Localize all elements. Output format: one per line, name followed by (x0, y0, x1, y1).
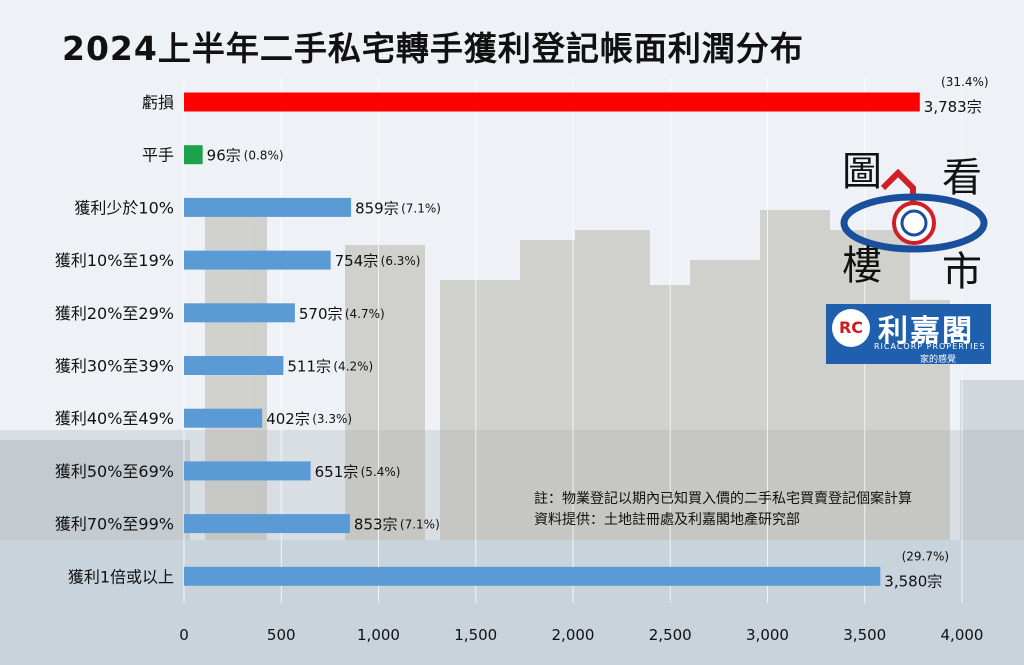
logo-char-2: 看 (942, 155, 982, 201)
ricacorp-english-name: RICACORP PROPERTIES (874, 342, 986, 351)
percent-label: (7.1%) (400, 518, 440, 532)
value-label: 96宗 (207, 147, 241, 165)
category-label: 獲利30%至39% (55, 357, 174, 376)
category-label: 獲利少於10% (74, 198, 174, 217)
percent-label: (31.4%) (941, 75, 988, 89)
percent-label: (7.1%) (401, 201, 441, 215)
percent-label: (4.2%) (333, 360, 373, 374)
x-tick-label: 4,000 (941, 626, 984, 644)
x-tick-label: 2,000 (552, 626, 595, 644)
bar (184, 145, 203, 165)
data-source: 資料提供：土地註冊處及利嘉閣地產研究部 (534, 512, 800, 528)
x-tick-label: 2,500 (649, 626, 692, 644)
logo-char-1: 圖 (842, 149, 882, 195)
value-label: 3,580宗 (884, 572, 942, 590)
category-label: 獲利40%至49% (55, 409, 174, 428)
ricacorp-chinese-name: 利嘉閣 (878, 314, 974, 349)
value-label: 754宗 (335, 252, 379, 270)
bar (184, 250, 331, 270)
bar (184, 566, 881, 586)
logo-char-4: 市 (942, 249, 982, 295)
percent-label: (4.7%) (345, 307, 385, 321)
value-label: 3,783宗 (924, 98, 982, 116)
ricacorp-logo: RC 利嘉閣 RICACORP PROPERTIES 家的感覺 (826, 304, 991, 365)
value-label: 859宗 (355, 199, 399, 217)
bar (184, 92, 920, 112)
value-label: 511宗 (287, 358, 331, 376)
x-tick-label: 3,000 (746, 626, 789, 644)
ricacorp-rc-icon: RC (832, 309, 870, 347)
bar (184, 514, 350, 534)
x-axis-tick-labels: 0 500 1,000 1,500 2,000 2,500 3,000 3,500 4,000 (179, 626, 983, 644)
footnote: 註：物業登記以期內已知買入價的二手私宅買賣登記個案計算 (534, 491, 912, 507)
x-tick-label: 500 (267, 626, 296, 644)
category-label: 獲利50%至69% (55, 462, 174, 481)
ricacorp-tagline: 家的感覺 (920, 355, 957, 365)
x-tick-label: 1,500 (454, 626, 497, 644)
value-label: 570宗 (299, 305, 343, 323)
percent-label: (6.3%) (381, 254, 421, 268)
bar (184, 303, 295, 323)
percent-label: (29.7%) (902, 549, 949, 563)
x-tick-label: 1,000 (357, 626, 400, 644)
percent-label: (0.8%) (244, 149, 284, 163)
bar (184, 461, 311, 481)
percent-label: (3.3%) (312, 412, 352, 426)
value-label: 853宗 (354, 516, 398, 534)
watch-the-market-logo: 圖 看 樓 市 (838, 148, 996, 298)
x-tick-label: 3,500 (843, 626, 886, 644)
x-tick-label: 0 (179, 626, 189, 644)
bars (184, 92, 920, 586)
category-label: 平手 (142, 146, 174, 165)
value-label: 651宗 (315, 463, 359, 481)
value-labels: 3,783宗(31.4%)96宗 (0.8%)859宗 (7.1%)754宗 (6.3… (207, 75, 989, 590)
percent-label: (5.4%) (361, 465, 401, 479)
value-label: 402宗 (266, 410, 310, 428)
bar (184, 408, 263, 428)
bar (184, 197, 352, 217)
category-label: 獲利70%至99% (55, 515, 174, 534)
bar (184, 356, 284, 375)
category-label: 獲利10%至19% (55, 251, 174, 270)
category-label: 獲利1倍或以上 (68, 567, 174, 586)
category-label: 虧損 (142, 93, 174, 112)
category-label: 獲利20%至29% (55, 304, 174, 323)
logo-char-3: 樓 (842, 243, 882, 289)
chart-title: 2024上半年二手私宅轉手獲利登記帳面利潤分布 (62, 29, 804, 68)
